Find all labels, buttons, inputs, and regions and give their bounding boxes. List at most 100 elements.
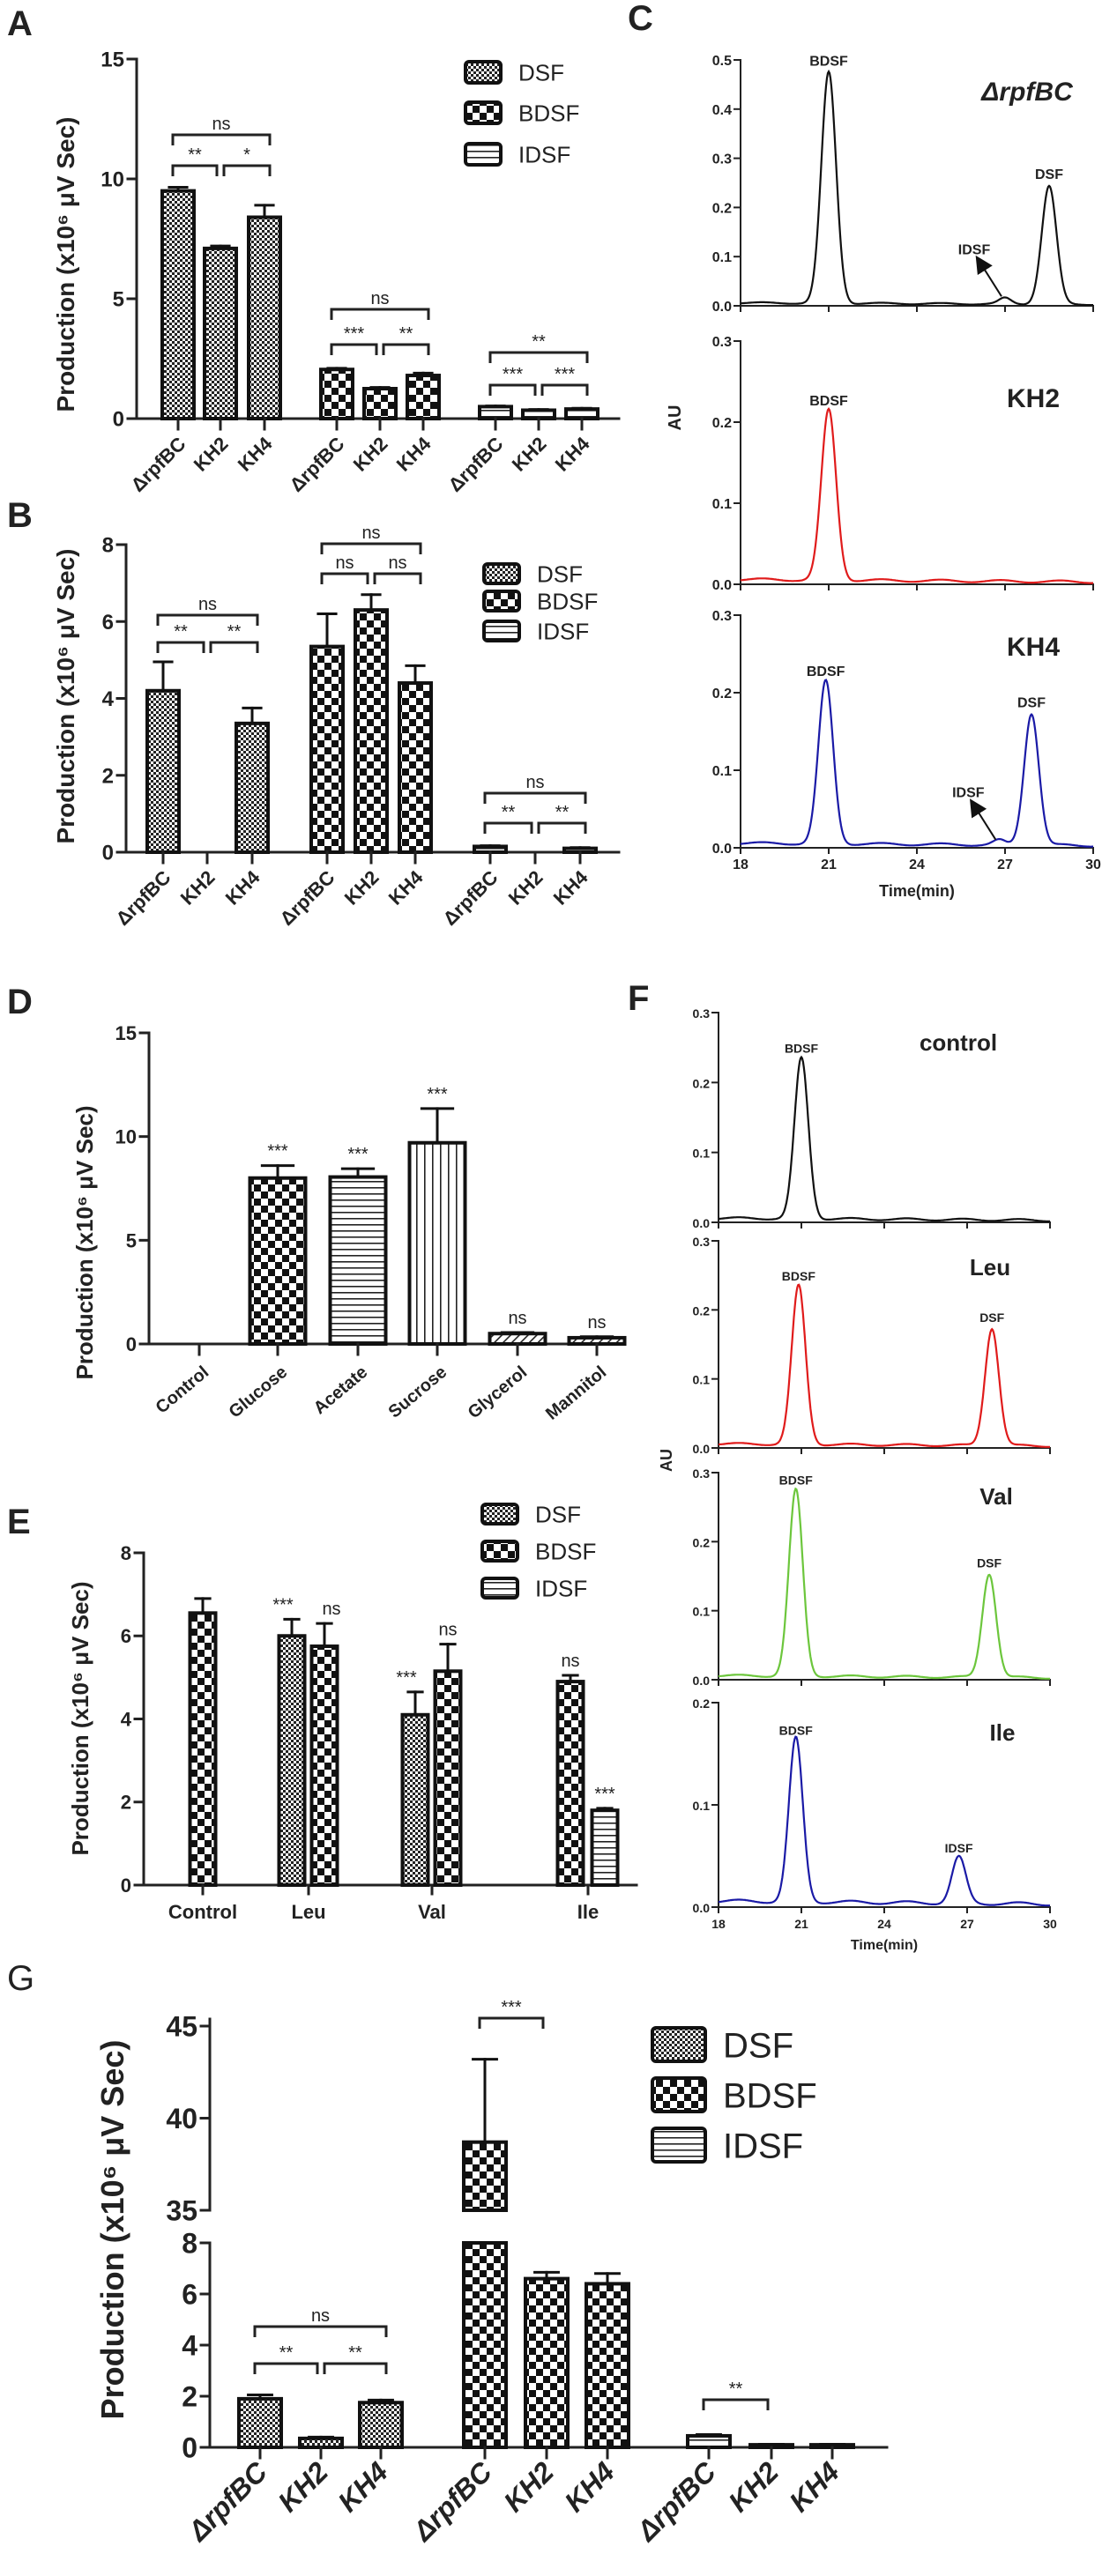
peak-label: IDSF bbox=[952, 786, 985, 801]
y-axis-title: Production (x10⁶ μV Sec) bbox=[94, 2040, 130, 2420]
significance-label: ** bbox=[188, 145, 202, 165]
x-tick-label: KH2 bbox=[176, 866, 220, 909]
x-tick-label: 18 bbox=[711, 1917, 726, 1931]
panel-G: G 0 2 4 6 835 40 45 Production (x10⁶ μV Sec) Δrpf… bbox=[7, 1959, 889, 2548]
y-tick-label: 15 bbox=[115, 1022, 137, 1044]
subplot-title: control bbox=[920, 1029, 997, 1056]
legend-swatch bbox=[480, 1540, 519, 1563]
bar bbox=[248, 1164, 308, 1346]
bracket-line bbox=[320, 542, 422, 554]
x-tick-label: 18 bbox=[733, 857, 748, 872]
y-tick-label: 0.1 bbox=[693, 1799, 711, 1813]
y-axis: 0 2 4 6 8 bbox=[121, 1542, 638, 1897]
bracket-line bbox=[156, 613, 259, 626]
bar bbox=[145, 660, 181, 855]
peak-label: BDSF bbox=[779, 1474, 814, 1488]
y-tick-label: 0.0 bbox=[712, 842, 732, 857]
panel-C: C0.00.10.20.30.40.5 BDSFIDSFDSFΔrpfBC0.00… bbox=[628, 0, 1101, 900]
chromatogram-leu: 0.0 0.1 0.2 0.3 BDSF DSF Leu bbox=[693, 1235, 1051, 1456]
bar bbox=[203, 244, 238, 420]
y-tick-label: 2 bbox=[121, 1792, 131, 1814]
bar bbox=[488, 1331, 547, 1346]
x-tick-label: KH4 bbox=[234, 432, 277, 475]
significance-bracket: ** bbox=[382, 324, 430, 355]
panel-label: D bbox=[7, 983, 33, 1021]
x-tick-label: Control bbox=[153, 1362, 213, 1418]
x-tick-label: ΔrpfBC bbox=[111, 866, 175, 930]
significance-label: ns bbox=[388, 553, 406, 573]
y-tick-label: 0.0 bbox=[712, 300, 732, 315]
significance-label: ns bbox=[525, 773, 544, 792]
legend-swatch bbox=[651, 2076, 707, 2113]
chromatogram-trace bbox=[740, 679, 1093, 848]
legend-label: BDSF bbox=[535, 1538, 596, 1564]
bar bbox=[462, 2058, 508, 2449]
significance-label: ns bbox=[587, 1313, 606, 1333]
x-axis-title: Time(min) bbox=[879, 882, 955, 900]
significance-label: *** bbox=[427, 1085, 448, 1104]
bar bbox=[309, 1622, 339, 1887]
legend-item: IDSF bbox=[464, 141, 570, 167]
legend-label: DSF bbox=[518, 59, 564, 85]
peak-label: BDSF bbox=[809, 55, 848, 70]
bracket-line bbox=[253, 2362, 319, 2374]
chromatogram-ile: 0.0 0.1 0.2 18 21 24 27 30 BDSF IDSF Ile bbox=[693, 1696, 1057, 1931]
y-tick-label: 0.5 bbox=[712, 54, 732, 69]
significance-label: ** bbox=[227, 622, 242, 642]
x-axis-title: Time(min) bbox=[851, 1938, 918, 1953]
significance-label: ** bbox=[555, 803, 570, 822]
x-tick-label: KH2 bbox=[190, 433, 233, 476]
peak-label: DSF bbox=[979, 1310, 1004, 1325]
x-tick-label: KH2 bbox=[722, 2455, 785, 2518]
bar-rect bbox=[488, 1332, 547, 1346]
x-tick-label: KH2 bbox=[349, 433, 392, 476]
bracket-line bbox=[488, 351, 589, 363]
x-tick-label: Sucrose bbox=[385, 1362, 451, 1422]
bracket-line bbox=[488, 383, 537, 396]
legend-item: DSF bbox=[464, 59, 564, 85]
bar-rect bbox=[319, 367, 354, 420]
y-tick-label: 0.2 bbox=[693, 1535, 711, 1549]
y-tick-label: 35 bbox=[166, 2195, 197, 2227]
y-tick-label: 0.1 bbox=[693, 1373, 711, 1387]
legend-swatch bbox=[482, 562, 521, 585]
significance-label: ** bbox=[532, 332, 546, 352]
bar-rect bbox=[354, 608, 389, 854]
significance-label: ** bbox=[502, 803, 516, 822]
panel-label: E bbox=[7, 1503, 31, 1541]
x-tick-label: Glucose bbox=[226, 1362, 292, 1422]
x-tick-label: ΔrpfBC bbox=[443, 433, 507, 496]
bar-rect bbox=[203, 246, 238, 420]
significance-bracket: ns bbox=[320, 523, 422, 554]
bar bbox=[407, 1107, 467, 1347]
peak-arrow bbox=[975, 255, 1002, 297]
significance-bracket: ** bbox=[483, 803, 533, 834]
legend-item: DSF bbox=[651, 2026, 793, 2065]
bar bbox=[277, 1617, 307, 1887]
bar bbox=[298, 2435, 344, 2450]
significance-bracket: ** bbox=[537, 803, 587, 834]
legend-swatch bbox=[651, 2127, 707, 2164]
significance-label: * bbox=[243, 145, 250, 165]
legend-item: BDSF bbox=[482, 588, 598, 614]
y-tick-label: 0.1 bbox=[693, 1605, 711, 1619]
significance-label: ** bbox=[729, 2379, 743, 2399]
bar-rect bbox=[328, 1175, 388, 1346]
peak-label: BDSF bbox=[809, 394, 848, 409]
bar bbox=[521, 408, 556, 421]
x-tick-label: 30 bbox=[1085, 857, 1101, 872]
significance-bracket: *** bbox=[330, 324, 378, 355]
bar bbox=[237, 2394, 283, 2449]
x-tick-label: Control bbox=[168, 1901, 237, 1923]
legend: DSF BDSF IDSF bbox=[480, 1501, 596, 1601]
bar-rect bbox=[400, 1712, 430, 1887]
bar bbox=[686, 2433, 732, 2449]
y-tick-label: 0.3 bbox=[693, 1006, 711, 1021]
x-tick-label: 27 bbox=[997, 857, 1013, 872]
bar bbox=[235, 706, 270, 855]
legend-item: DSF bbox=[480, 1501, 581, 1527]
y-tick-label: 0.2 bbox=[712, 687, 732, 702]
y-tick-label: 8 bbox=[102, 534, 114, 558]
bar bbox=[585, 2272, 630, 2449]
